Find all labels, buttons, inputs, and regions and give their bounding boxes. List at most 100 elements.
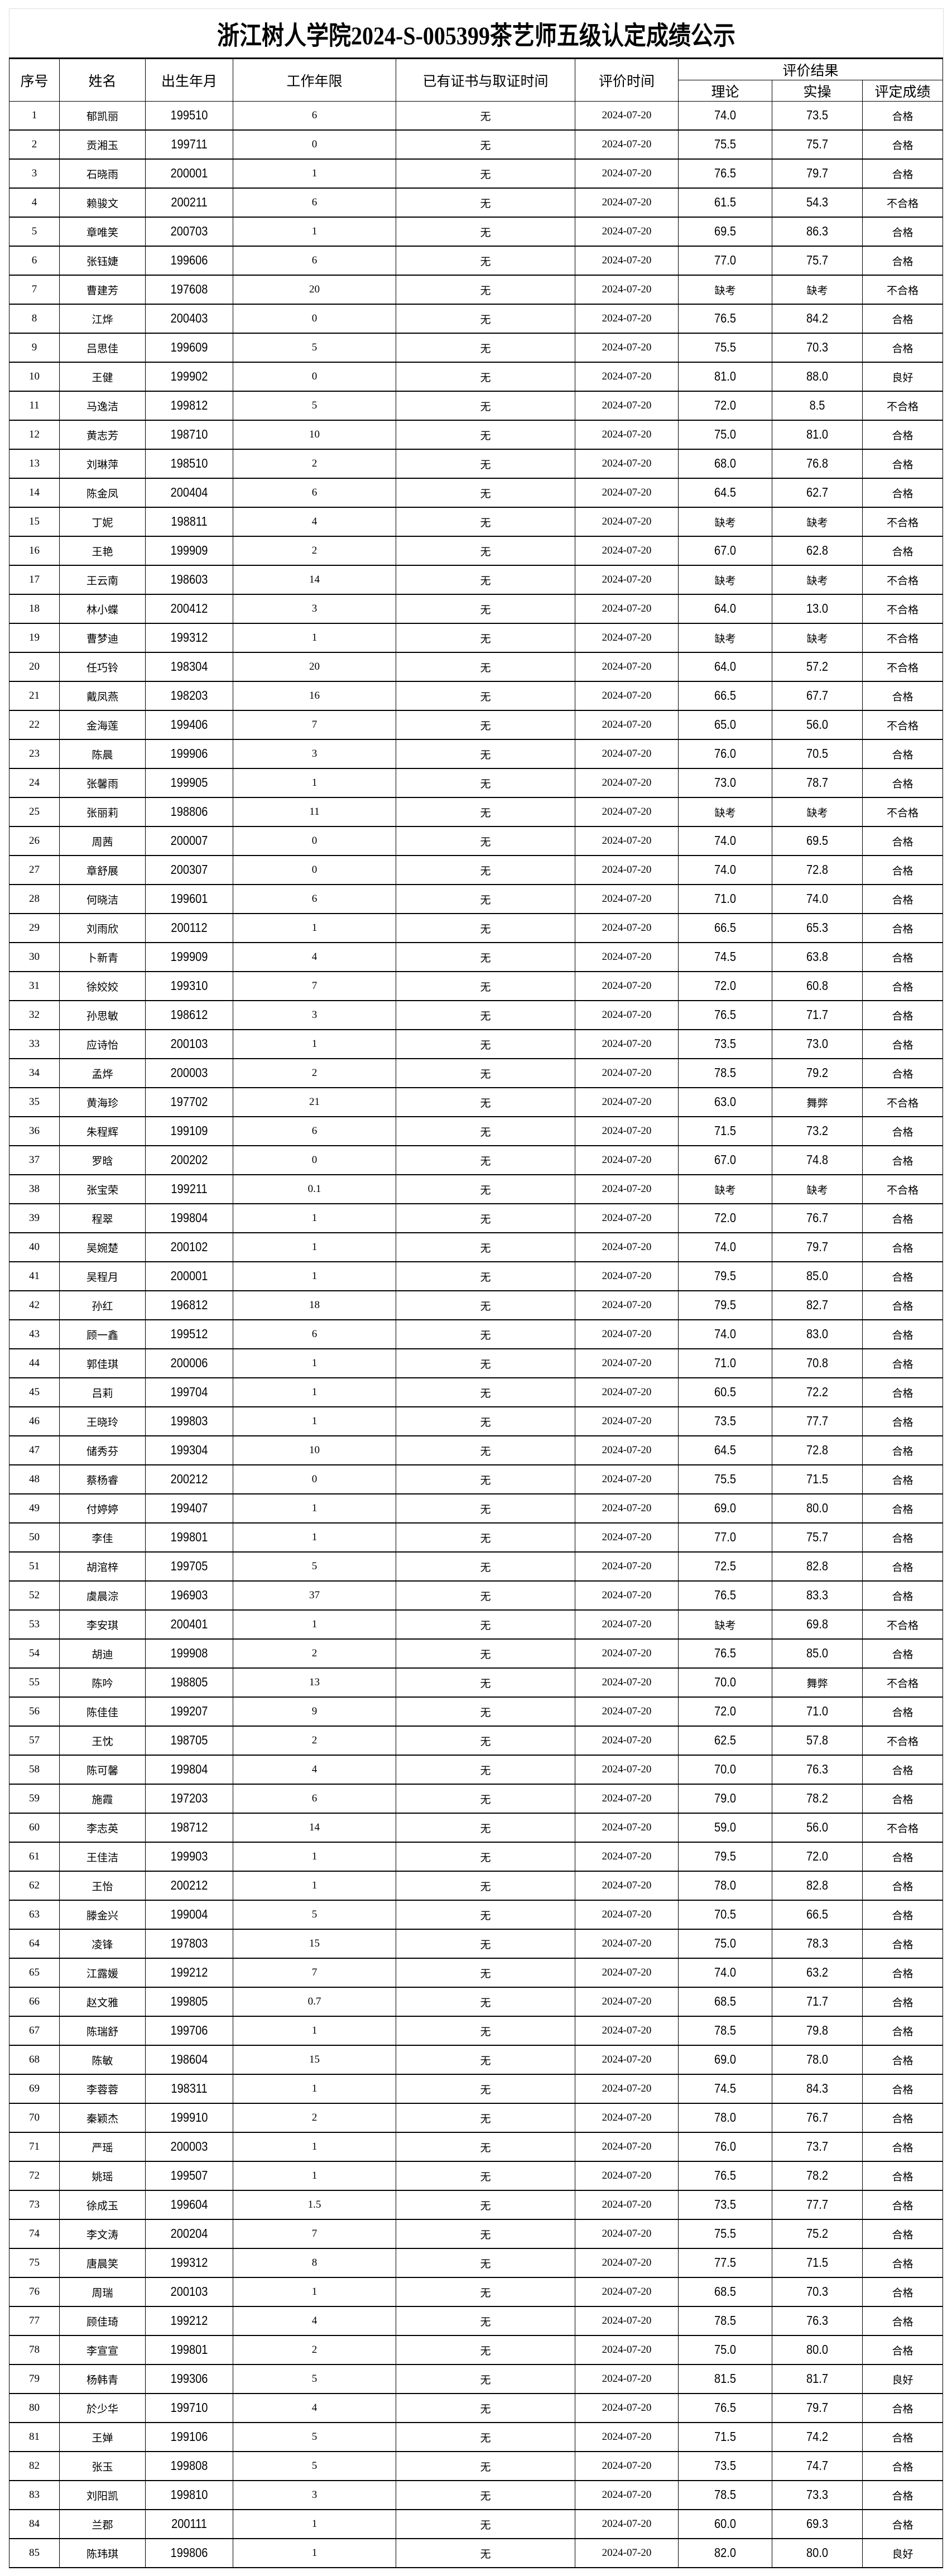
- cell-work-years: 2: [233, 449, 396, 479]
- cell-practice: 56.0: [772, 708, 863, 743]
- cell-eval-date: 2024-07-20: [575, 1087, 679, 1117]
- cell-cert: 无: [396, 826, 575, 856]
- cell-theory: 77.0: [678, 1520, 772, 1555]
- cell-seq: 78: [9, 2335, 60, 2365]
- cell-practice: 75.7: [772, 243, 863, 278]
- cell-cert: 无: [396, 1087, 575, 1117]
- cell-grade: 合格: [862, 101, 943, 131]
- cell-birth: 198304: [145, 650, 233, 685]
- cell-name: 刘雨欣: [59, 913, 146, 943]
- cell-practice: 88.0: [772, 359, 863, 395]
- cell-name: 付婷婷: [59, 1493, 146, 1524]
- cell-eval-date: 2024-07-20: [575, 1290, 679, 1320]
- table-row: 45 吕莉 199704 1 无 2024-07-20 60.5 72.2 合格: [9, 1375, 943, 1410]
- cell-practice: 72.8: [772, 1433, 863, 1468]
- cell-birth: 199909: [145, 940, 233, 975]
- cell-cert: 无: [396, 129, 575, 160]
- cell-cert: 无: [396, 1058, 575, 1088]
- cell-eval-date: 2024-07-20: [575, 1406, 679, 1436]
- cell-practice: 80.0: [772, 2333, 863, 2368]
- cell-birth: 198612: [145, 998, 233, 1033]
- cell-seq: 40: [9, 1232, 60, 1262]
- cell-seq: 32: [9, 1000, 60, 1030]
- cell-name: 王云南: [59, 565, 146, 595]
- cell-theory: 70.5: [678, 1897, 772, 1933]
- cell-practice: 79.7: [772, 156, 863, 191]
- cell-eval-date: 2024-07-20: [575, 158, 679, 189]
- table-row: 62 王怡 200212 1 无 2024-07-20 78.0 82.8 合格: [9, 1868, 943, 1904]
- table-row: 26 周茜 200007 0 无 2024-07-20 74.0 69.5 合格: [9, 824, 943, 859]
- cell-practice: 69.5: [772, 824, 863, 859]
- cell-name: 江露媛: [59, 1958, 146, 1988]
- cell-cert: 无: [396, 391, 575, 421]
- cell-birth: 199407: [145, 1491, 233, 1526]
- cell-birth: 198712: [145, 1810, 233, 1846]
- cell-birth: 199512: [145, 1317, 233, 1352]
- cell-grade: 合格: [862, 1145, 943, 1175]
- cell-work-years: 0: [233, 855, 396, 885]
- cell-grade: 不合格: [862, 507, 943, 537]
- cell-work-years: 1: [233, 2074, 396, 2104]
- cell-grade: 合格: [862, 681, 943, 711]
- cell-cert: 无: [396, 1406, 575, 1436]
- cell-work-years: 0: [233, 1464, 396, 1494]
- table-row: 44 郭佳琪 200006 1 无 2024-07-20 71.0 70.8 合格: [9, 1346, 943, 1381]
- cell-birth: 200202: [145, 1143, 233, 1178]
- cell-birth: 200212: [145, 1462, 233, 1497]
- cell-theory: 缺考: [678, 565, 772, 595]
- cell-cert: 无: [396, 1987, 575, 2017]
- table-row: 53 李安琪 200401 1 无 2024-07-20 缺考 69.8 不合格: [9, 1607, 943, 1642]
- header-seq: 序号: [9, 57, 60, 102]
- cell-work-years: 6: [233, 1784, 396, 1814]
- cell-name: 姚瑶: [59, 2161, 146, 2191]
- table-row: 66 赵文雅 199805 0.7 无 2024-07-20 68.5 71.7 合格: [9, 1984, 943, 2020]
- table-row: 9 吕思佳 199609 5 无 2024-07-20 75.5 70.3 合格: [9, 330, 943, 366]
- cell-practice: 72.8: [772, 853, 863, 888]
- cell-work-years: 0: [233, 304, 396, 334]
- cell-grade: 不合格: [862, 565, 943, 595]
- cell-seq: 21: [9, 681, 60, 711]
- cell-practice: 70.5: [772, 737, 863, 772]
- table-row: 52 虞晨淙 196903 37 无 2024-07-20 76.5 83.3 合格: [9, 1578, 943, 1613]
- cell-eval-date: 2024-07-20: [575, 1580, 679, 1611]
- cell-grade: 合格: [862, 158, 943, 189]
- cell-name: 陈瑞舒: [59, 2016, 146, 2046]
- cell-birth: 199810: [145, 2478, 233, 2513]
- table-row: 63 滕金兴 199004 5 无 2024-07-20 70.5 66.5 合格: [9, 1897, 943, 1933]
- table-row: 75 唐晨笑 199312 8 无 2024-07-20 77.5 71.5 合格: [9, 2246, 943, 2281]
- cell-eval-date: 2024-07-20: [575, 942, 679, 972]
- table-row: 59 施霞 197203 6 无 2024-07-20 79.0 78.2 合格: [9, 1781, 943, 1816]
- cell-birth: 200404: [145, 475, 233, 511]
- cell-cert: 无: [396, 2335, 575, 2365]
- cell-grade: 合格: [862, 1871, 943, 1901]
- cell-practice: 60.8: [772, 969, 863, 1004]
- cell-seq: 37: [9, 1145, 60, 1175]
- cell-birth: 199908: [145, 1636, 233, 1671]
- cell-birth: 199310: [145, 969, 233, 1004]
- cell-theory: 69.0: [678, 2042, 772, 2078]
- cell-eval-date: 2024-07-20: [575, 1464, 679, 1494]
- cell-practice: 75.7: [772, 127, 863, 162]
- header-eval-date: 评价时间: [575, 57, 679, 102]
- cell-birth: 200412: [145, 592, 233, 627]
- cell-cert: 无: [396, 1116, 575, 1146]
- cell-theory: 74.0: [678, 1955, 772, 1991]
- cell-theory: 77.0: [678, 243, 772, 278]
- table-row: 82 张玉 199808 5 无 2024-07-20 73.5 74.7 合格: [9, 2449, 943, 2484]
- cell-seq: 84: [9, 2509, 60, 2539]
- cell-practice: 81.0: [772, 417, 863, 453]
- table-row: 47 储秀芬 199304 10 无 2024-07-20 64.5 72.8 合格: [9, 1433, 943, 1468]
- cell-cert: 无: [396, 1319, 575, 1349]
- cell-work-years: 15: [233, 1929, 396, 1959]
- cell-cert: 无: [396, 1348, 575, 1378]
- cell-theory: 68.0: [678, 446, 772, 482]
- cell-name: 唐晨笑: [59, 2248, 146, 2278]
- cell-work-years: 1: [233, 2161, 396, 2191]
- cell-eval-date: 2024-07-20: [575, 1493, 679, 1524]
- cell-cert: 无: [396, 1232, 575, 1262]
- cell-seq: 3: [9, 158, 60, 189]
- cell-grade: 良好: [862, 362, 943, 392]
- cell-theory: 71.5: [678, 1114, 772, 1149]
- cell-birth: 199905: [145, 766, 233, 801]
- cell-seq: 85: [9, 2538, 60, 2568]
